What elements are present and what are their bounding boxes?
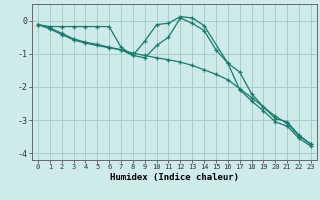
X-axis label: Humidex (Indice chaleur): Humidex (Indice chaleur) — [110, 173, 239, 182]
